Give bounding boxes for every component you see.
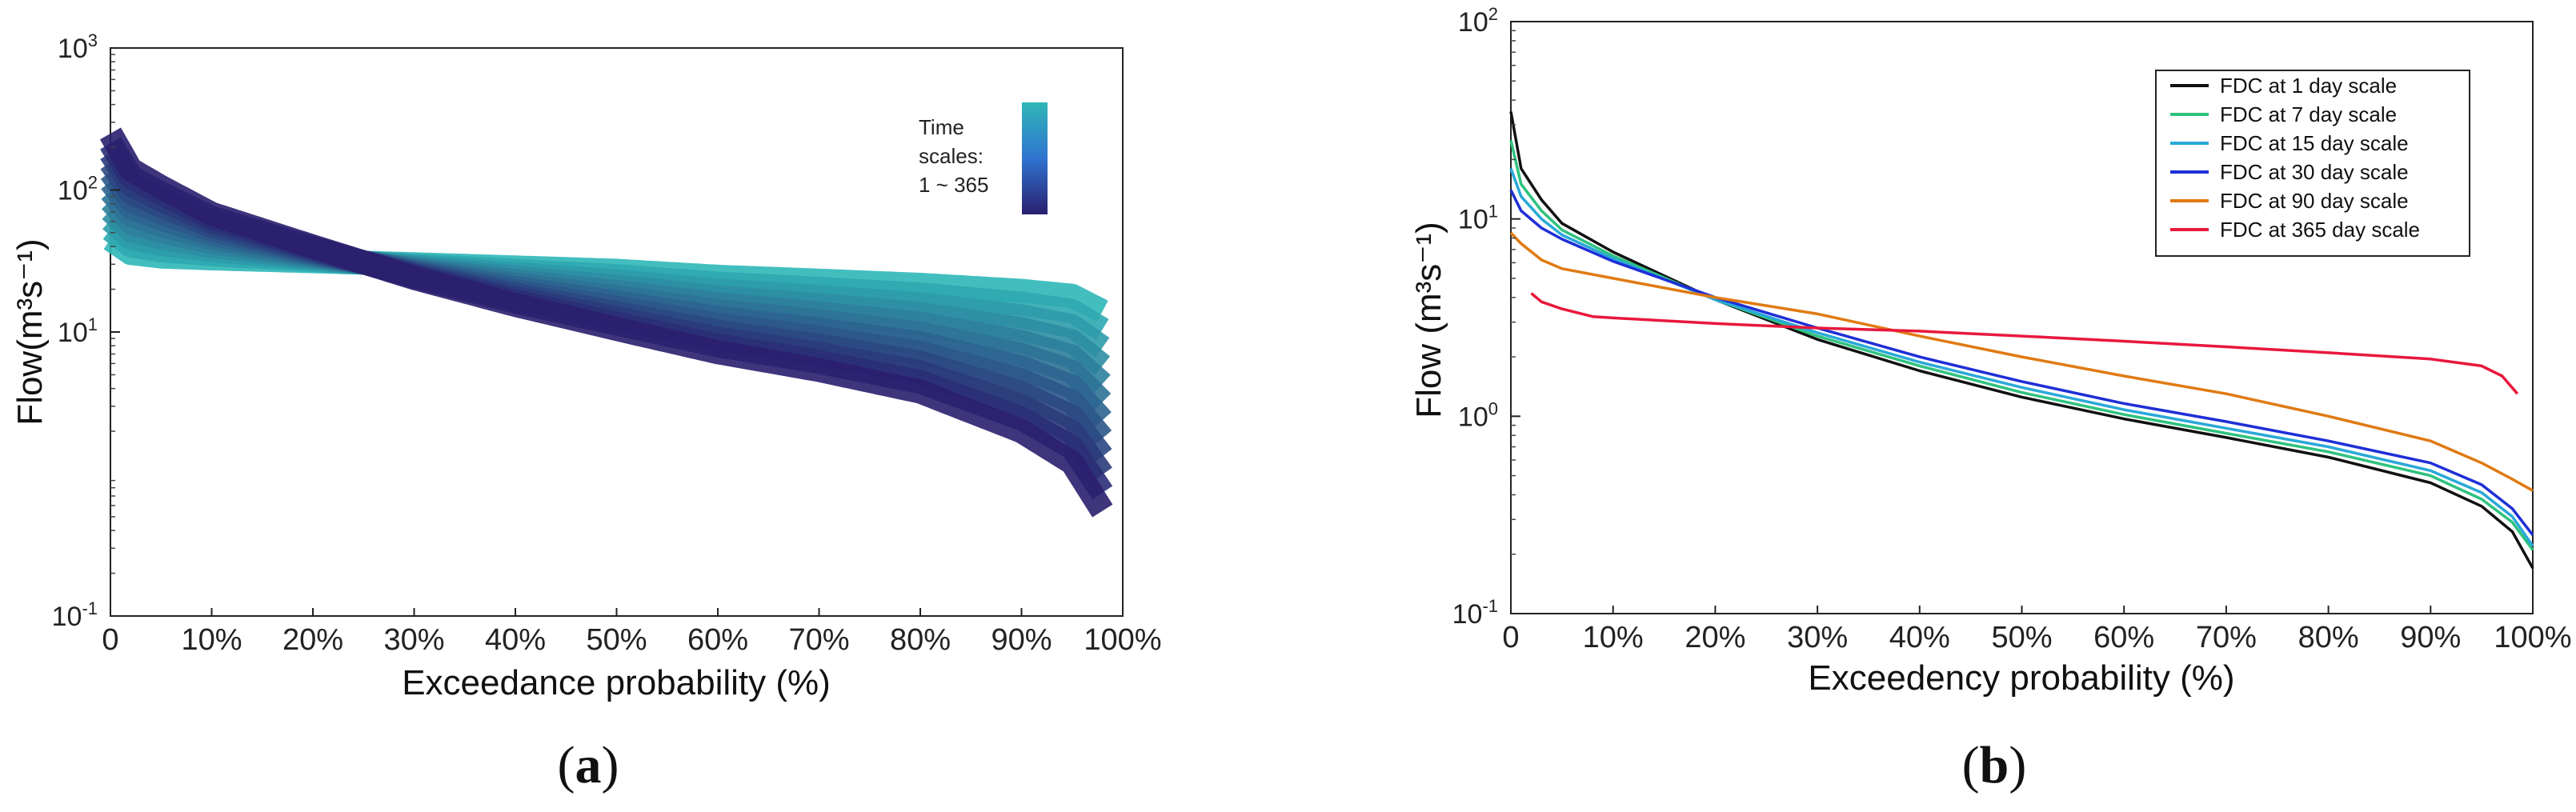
chart-b-x-tick-label: 30%	[1787, 621, 1848, 654]
chart-b-caption-close: )	[2009, 736, 2026, 794]
chart-a-caption-open: (	[558, 736, 575, 794]
chart-b-y-label: Flow (m³s⁻¹)	[1409, 222, 1448, 418]
chart-a-colorbar: Time scales: 1 ~ 365	[919, 102, 1048, 214]
chart-b-x-tick-label: 40%	[1889, 621, 1950, 654]
chart-b-y-ticks: 10-1 100 101 102	[1452, 4, 1520, 630]
chart-a-x-tick-label: 20%	[282, 623, 343, 657]
chart-a-x-tick-label: 40%	[485, 623, 546, 657]
chart-a-y-tick-label: 10-1	[52, 598, 98, 632]
chart-a-y-label: Flow(m³s⁻¹)	[10, 238, 50, 425]
chart-a-x-tick-label: 30%	[383, 623, 444, 657]
chart-b-legend: FDC at 1 day scale FDC at 7 day scale FDC …	[2155, 70, 2470, 257]
chart-a: 0 10% 20% 30% 40% 50% 60% 70% 80% 90% 100% 10-1 101…	[10, 30, 1162, 794]
chart-b-caption-letter: b	[1980, 736, 2009, 794]
chart-a-x-ticks: 0 10% 20% 30% 40% 50% 60% 70% 80% 90% 100%	[102, 608, 1162, 657]
chart-b-x-tick-label: 80%	[2298, 621, 2359, 654]
chart-b-x-tick-label: 50%	[1991, 621, 2052, 654]
chart-a-x-tick-label: 50%	[586, 623, 647, 657]
chart-a-y-tick-label: 102	[58, 173, 98, 206]
legend-b-label-1: FDC at 7 day scale	[2220, 102, 2397, 126]
chart-a-x-tick-label: 0	[102, 623, 118, 657]
series-b-line-3	[1509, 189, 2534, 536]
colorbar-a-title-line-3: 1 ~ 365	[919, 173, 988, 197]
chart-b-x-tick-label: 0	[1502, 621, 1519, 654]
chart-b: 0 10% 20% 30% 40% 50% 60% 70% 80% 90% 100% 10-1 100…	[1409, 4, 2572, 794]
chart-a-x-label: Exceedance probability (%)	[402, 663, 831, 702]
series-b-line-4	[1509, 231, 2534, 492]
chart-b-lines	[1509, 111, 2534, 570]
legend-b-label-2: FDC at 15 day scale	[2220, 131, 2409, 155]
chart-b-x-tick-label: 10%	[1583, 621, 1644, 654]
legend-b-frame	[2155, 70, 2470, 257]
chart-a-x-tick-label: 60%	[687, 623, 748, 657]
chart-b-panel-caption: (b)	[1962, 736, 2027, 794]
colorbar-a-gradient	[1022, 102, 1048, 214]
chart-a-y-tick-label: 101	[58, 314, 98, 348]
chart-a-y-ticks: 10-1 101 102 103	[52, 30, 120, 632]
series-b-line-2	[1509, 168, 2534, 547]
legend-b-label-0: FDC at 1 day scale	[2220, 74, 2397, 98]
chart-b-x-label: Exceedency probability (%)	[1808, 658, 2234, 698]
chart-b-x-tick-label: 100%	[2494, 621, 2571, 654]
chart-a-x-tick-label: 80%	[890, 623, 951, 657]
chart-b-y-tick-label: 102	[1458, 4, 1498, 38]
chart-a-x-tick-label: 100%	[1084, 623, 1161, 657]
chart-b-caption-open: (	[1962, 736, 1980, 794]
legend-b-label-3: FDC at 30 day scale	[2220, 160, 2409, 184]
chart-b-x-tick-label: 70%	[2196, 621, 2257, 654]
chart-b-x-tick-label: 60%	[2093, 621, 2154, 654]
colorbar-a-title-line-1: Time	[919, 115, 964, 139]
chart-a-x-tick-label: 90%	[991, 623, 1052, 657]
series-b-line-0	[1509, 111, 2534, 570]
chart-a-caption-close: )	[602, 736, 619, 794]
chart-a-caption-letter: a	[575, 736, 602, 794]
legend-b-label-4: FDC at 90 day scale	[2220, 189, 2409, 213]
chart-a-y-tick-label: 103	[58, 30, 98, 64]
chart-b-y-tick-label: 101	[1458, 202, 1498, 235]
series-b-line-1	[1509, 140, 2534, 551]
chart-b-y-tick-label: 10-1	[1452, 596, 1498, 630]
chart-a-panel-caption: (a)	[558, 736, 619, 794]
series-b-line-5	[1530, 292, 2519, 395]
legend-b-label-5: FDC at 365 day scale	[2220, 218, 2420, 242]
chart-b-x-tick-label: 20%	[1685, 621, 1745, 654]
chart-b-x-tick-label: 90%	[2400, 621, 2461, 654]
chart-b-x-ticks: 0 10% 20% 30% 40% 50% 60% 70% 80% 90% 100%	[1502, 606, 2572, 654]
chart-b-y-tick-label: 100	[1458, 398, 1498, 432]
chart-a-band	[99, 127, 1113, 518]
colorbar-a-title-line-2: scales:	[919, 144, 984, 168]
band-a-series-0	[99, 127, 1113, 518]
chart-a-x-tick-label: 70%	[788, 623, 849, 657]
chart-a-x-tick-label: 10%	[181, 623, 242, 657]
